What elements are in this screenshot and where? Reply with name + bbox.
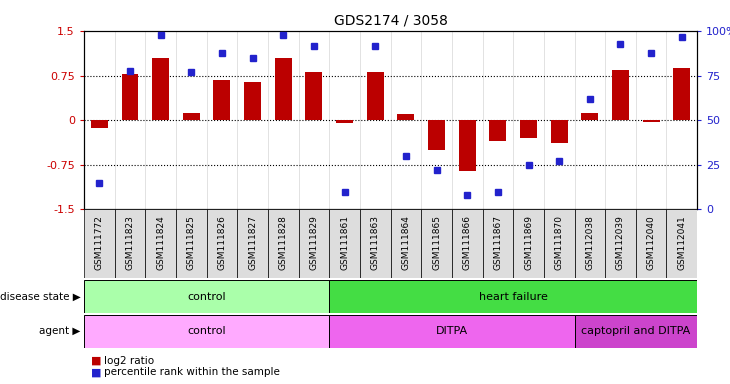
Bar xyxy=(207,209,237,278)
Bar xyxy=(642,121,660,122)
Bar xyxy=(360,209,391,278)
Text: GSM111823: GSM111823 xyxy=(126,215,134,270)
Text: DITPA: DITPA xyxy=(436,326,468,336)
Text: GSM111863: GSM111863 xyxy=(371,215,380,270)
Text: GSM112041: GSM112041 xyxy=(677,215,686,270)
Text: GSM111867: GSM111867 xyxy=(493,215,502,270)
Text: GDS2174 / 3058: GDS2174 / 3058 xyxy=(334,14,447,28)
Text: GSM111869: GSM111869 xyxy=(524,215,533,270)
Text: GSM111861: GSM111861 xyxy=(340,215,349,270)
Text: GSM111824: GSM111824 xyxy=(156,215,165,270)
Text: GSM111825: GSM111825 xyxy=(187,215,196,270)
Bar xyxy=(274,58,292,121)
Bar xyxy=(520,121,537,138)
Bar xyxy=(397,114,415,121)
Text: GSM111864: GSM111864 xyxy=(402,215,410,270)
Bar xyxy=(612,70,629,121)
Bar xyxy=(84,315,329,348)
Text: agent ▶: agent ▶ xyxy=(39,326,80,336)
Bar xyxy=(329,315,575,348)
Bar xyxy=(336,121,353,123)
Text: GSM111865: GSM111865 xyxy=(432,215,441,270)
Bar xyxy=(91,121,108,128)
Bar xyxy=(84,209,115,278)
Text: control: control xyxy=(188,291,226,302)
Text: control: control xyxy=(188,326,226,336)
Bar xyxy=(213,80,231,121)
Bar xyxy=(513,209,544,278)
Bar xyxy=(666,209,697,278)
Bar xyxy=(305,72,323,121)
Bar xyxy=(575,209,605,278)
Bar xyxy=(268,209,299,278)
Bar xyxy=(366,72,384,121)
Bar xyxy=(182,113,200,121)
Text: GSM112038: GSM112038 xyxy=(585,215,594,270)
Text: ■: ■ xyxy=(91,367,105,377)
Bar xyxy=(84,280,329,313)
Text: heart failure: heart failure xyxy=(479,291,548,302)
Text: GSM112039: GSM112039 xyxy=(616,215,625,270)
Bar xyxy=(544,209,575,278)
Text: GSM111828: GSM111828 xyxy=(279,215,288,270)
Text: captopril and DITPA: captopril and DITPA xyxy=(581,326,691,336)
Text: ■: ■ xyxy=(91,356,105,366)
Text: disease state ▶: disease state ▶ xyxy=(0,291,80,302)
Bar xyxy=(329,280,697,313)
Text: GSM111829: GSM111829 xyxy=(310,215,318,270)
Bar xyxy=(673,68,691,121)
Bar xyxy=(121,74,139,121)
Text: GSM112040: GSM112040 xyxy=(647,215,656,270)
Bar xyxy=(483,209,513,278)
Text: log2 ratio: log2 ratio xyxy=(104,356,155,366)
Text: GSM111772: GSM111772 xyxy=(95,215,104,270)
Bar xyxy=(237,209,268,278)
Bar xyxy=(152,58,169,121)
Bar xyxy=(550,121,568,143)
Text: percentile rank within the sample: percentile rank within the sample xyxy=(104,367,280,377)
Bar xyxy=(115,209,145,278)
Bar xyxy=(452,209,483,278)
Bar xyxy=(489,121,507,141)
Bar xyxy=(299,209,329,278)
Bar xyxy=(581,113,599,121)
Text: GSM111826: GSM111826 xyxy=(218,215,226,270)
Bar xyxy=(329,209,360,278)
Bar xyxy=(575,315,697,348)
Bar xyxy=(391,209,421,278)
Bar xyxy=(428,121,445,150)
Text: GSM111827: GSM111827 xyxy=(248,215,257,270)
Bar xyxy=(244,82,261,121)
Bar xyxy=(458,121,476,171)
Bar xyxy=(636,209,666,278)
Bar xyxy=(145,209,176,278)
Text: GSM111866: GSM111866 xyxy=(463,215,472,270)
Bar xyxy=(605,209,636,278)
Bar xyxy=(421,209,452,278)
Text: GSM111870: GSM111870 xyxy=(555,215,564,270)
Bar xyxy=(176,209,207,278)
